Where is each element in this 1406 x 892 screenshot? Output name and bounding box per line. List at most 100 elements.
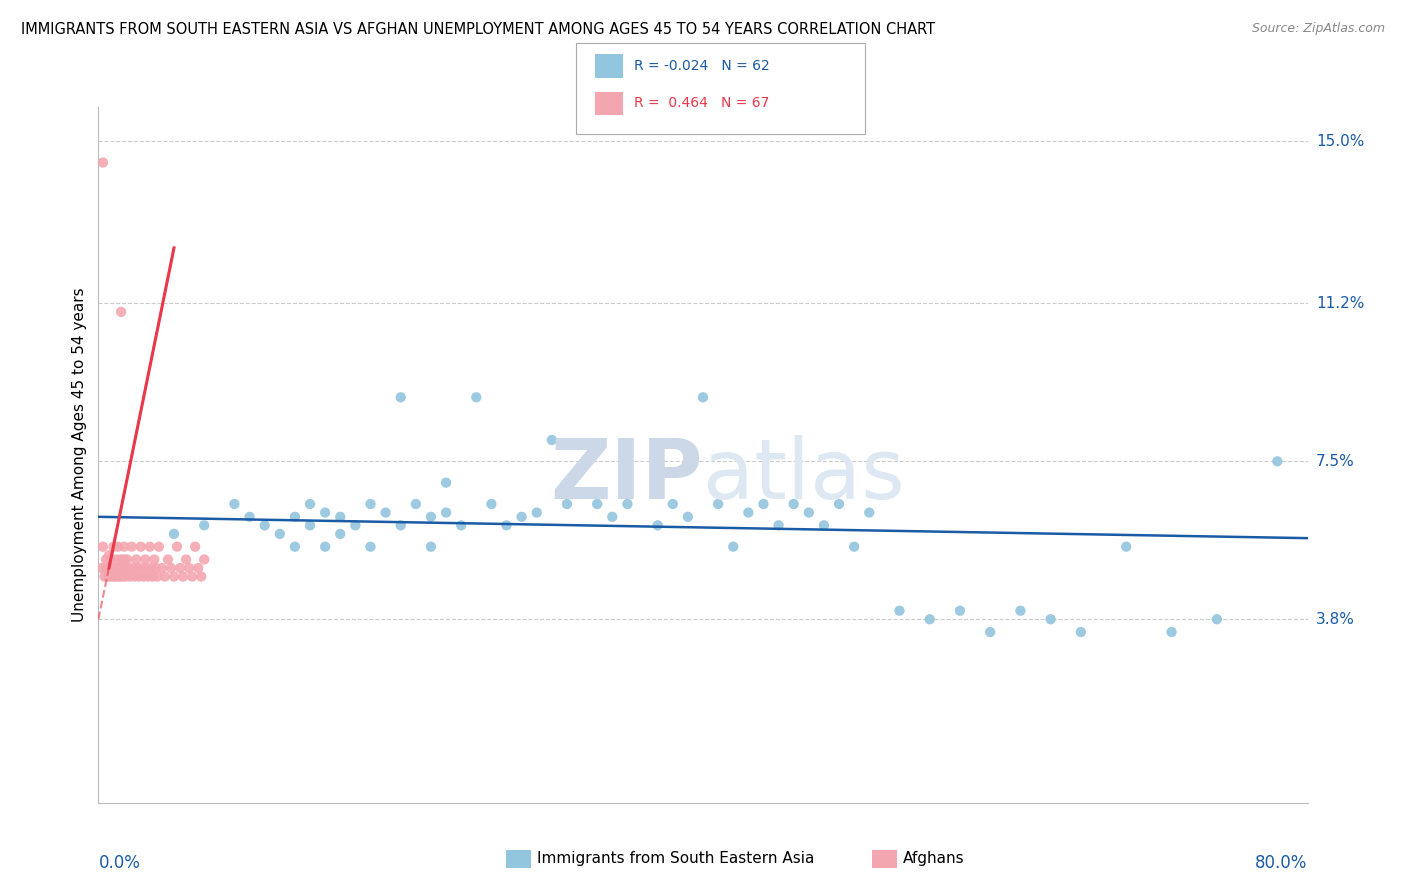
Point (314, 540, 336, 554)
Point (602, 509, 624, 524)
Point (1265, 454, 1288, 468)
Point (752, 497, 775, 511)
Point (135, 561, 157, 575)
Point (314, 506, 336, 520)
Point (129, 540, 152, 554)
Point (127, 561, 149, 575)
Point (136, 569, 159, 583)
Text: 7.5%: 7.5% (1316, 454, 1354, 469)
Point (299, 518, 322, 533)
Point (143, 552, 166, 566)
Point (107, 540, 129, 554)
Point (110, 305, 132, 319)
Point (98, 548, 121, 562)
Text: R = -0.024   N = 62: R = -0.024 N = 62 (634, 59, 770, 73)
Point (797, 506, 820, 520)
Point (299, 497, 322, 511)
Point (495, 518, 517, 533)
Point (979, 625, 1001, 640)
Point (134, 552, 156, 566)
Point (224, 497, 246, 511)
Point (142, 569, 165, 583)
Point (96, 569, 118, 583)
Point (813, 518, 835, 533)
Point (344, 518, 367, 533)
Point (166, 540, 188, 554)
Text: Afghans: Afghans (903, 852, 965, 866)
Point (174, 552, 197, 566)
Text: 11.2%: 11.2% (1316, 296, 1364, 311)
Text: 15.0%: 15.0% (1316, 134, 1364, 149)
Point (172, 569, 194, 583)
Point (103, 569, 125, 583)
Point (918, 612, 941, 626)
Point (141, 561, 163, 575)
Text: 3.8%: 3.8% (1316, 612, 1355, 627)
Point (374, 506, 396, 520)
Point (91, 540, 114, 554)
Point (1039, 612, 1062, 626)
Point (112, 540, 135, 554)
Point (707, 497, 730, 511)
Point (100, 552, 122, 566)
Point (100, 569, 122, 583)
Point (269, 527, 291, 541)
Point (184, 540, 207, 554)
Point (450, 518, 472, 533)
Point (91, 155, 114, 169)
Point (526, 506, 548, 520)
Point (768, 518, 790, 533)
Point (132, 569, 155, 583)
Point (110, 552, 132, 566)
Point (676, 509, 699, 524)
Point (239, 509, 262, 524)
Point (187, 561, 209, 575)
Point (389, 390, 412, 404)
Point (181, 569, 204, 583)
Point (405, 497, 427, 511)
Point (145, 561, 167, 575)
Point (169, 561, 191, 575)
Point (120, 569, 142, 583)
Point (721, 540, 744, 554)
Point (108, 569, 131, 583)
Point (434, 506, 457, 520)
Point (434, 475, 457, 490)
Point (1010, 604, 1032, 618)
Point (131, 561, 153, 575)
Point (389, 518, 412, 533)
Point (329, 509, 352, 524)
Point (661, 497, 683, 511)
Point (105, 552, 128, 566)
Point (115, 552, 138, 566)
Point (465, 390, 488, 404)
Point (111, 569, 134, 583)
Point (193, 552, 215, 566)
Point (153, 569, 176, 583)
Point (118, 561, 141, 575)
Point (121, 540, 143, 554)
Point (1160, 625, 1182, 640)
Text: 80.0%: 80.0% (1256, 854, 1308, 872)
Point (128, 569, 150, 583)
Point (647, 518, 669, 533)
Point (858, 506, 880, 520)
Point (1206, 612, 1229, 626)
Point (1070, 625, 1092, 640)
Point (114, 561, 136, 575)
Point (104, 569, 127, 583)
Point (190, 569, 212, 583)
Point (692, 390, 714, 404)
Text: ZIP: ZIP (551, 435, 703, 516)
Point (253, 518, 276, 533)
Point (103, 540, 125, 554)
Point (160, 561, 183, 575)
Point (107, 569, 129, 583)
Point (177, 561, 201, 575)
Point (98, 561, 121, 575)
Point (949, 604, 972, 618)
Point (93, 569, 115, 583)
Point (616, 497, 638, 511)
Point (419, 509, 441, 524)
Point (586, 497, 609, 511)
